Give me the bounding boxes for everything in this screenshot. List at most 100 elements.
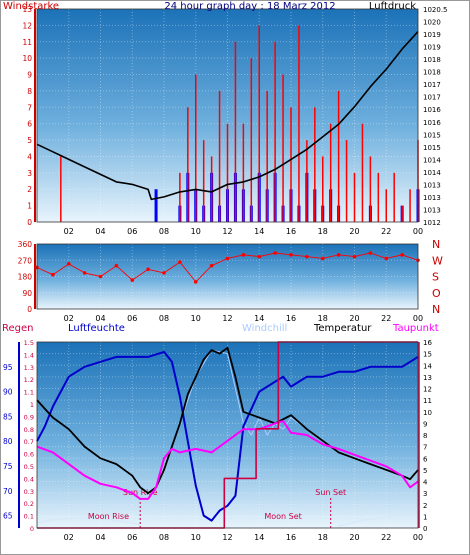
rain-tick-label: 1.1 <box>24 389 34 397</box>
right-tick-label: 1014 <box>423 156 441 164</box>
right-tick-label: 1013 <box>423 194 441 202</box>
compass-label: O <box>432 287 441 300</box>
plot-border <box>36 8 419 223</box>
temperature-tick-label: 7 <box>423 444 427 452</box>
temperature-tick-label: 0 <box>423 525 427 533</box>
plot-border <box>36 243 419 310</box>
right-tick-label: 1018 <box>423 56 441 64</box>
chart-title: 24 hour graph day : 18 Marz 2012 <box>164 1 335 12</box>
temperature-tick-label: 14 <box>423 362 432 370</box>
temperature-tick-label: 13 <box>423 374 432 382</box>
left-tick-label: 12 <box>22 21 32 30</box>
x-tick-label: 20 <box>349 533 359 542</box>
left-tick-label: 0 <box>27 305 32 314</box>
x-tick-label: 08 <box>159 314 169 323</box>
x-tick-label: 12 <box>222 533 232 542</box>
sun-set-label: Sun Set <box>315 488 346 497</box>
rain-tick-label: 0.6 <box>24 451 34 459</box>
rain-tick-label: 0.2 <box>24 500 34 508</box>
x-tick-label: 00 <box>413 227 423 236</box>
rain-tick-label: 0.7 <box>24 438 34 446</box>
moon-path <box>36 517 141 526</box>
compass-label: N <box>432 303 440 316</box>
x-tick-label: 06 <box>127 314 137 323</box>
left-tick-label: 5 <box>27 136 32 145</box>
humidity-tick-label: 70 <box>3 487 13 496</box>
left-tick-label: 180 <box>18 273 33 282</box>
legend-windchill: Windchill <box>242 323 287 334</box>
rain-tick-label: 0.4 <box>24 475 34 483</box>
x-tick-label: 00 <box>413 314 423 323</box>
right-tick-label: 1013 <box>423 181 441 189</box>
right-axis-title: Luftdruck <box>369 1 416 12</box>
right-tick-label: 1014 <box>423 169 441 177</box>
x-tick-label: 14 <box>254 314 264 323</box>
right-tick-label: 1016 <box>423 119 441 127</box>
left-tick-label: 9 <box>27 71 32 80</box>
temperature-humidity-plot-background <box>37 342 418 528</box>
temperature-tick-label: 15 <box>423 351 432 359</box>
x-tick-label: 16 <box>286 533 296 542</box>
right-tick-label: 1018 <box>423 69 441 77</box>
rain-tick-label: 0 <box>30 525 34 533</box>
compass-label: W <box>432 254 443 267</box>
temperature-tick-label: 10 <box>423 409 432 417</box>
right-tick-label: 1017 <box>423 81 441 89</box>
left-tick-label: 90 <box>22 289 32 298</box>
legend-luftfeuchte: Luftfeuchte <box>68 323 125 334</box>
left-tick-label: 11 <box>22 38 32 47</box>
x-tick-label: 18 <box>318 314 328 323</box>
x-tick-label: 04 <box>95 314 105 323</box>
x-tick-label: 10 <box>191 227 201 236</box>
humidity-line <box>36 350 419 522</box>
x-tick-label: 08 <box>159 227 169 236</box>
left-tick-label: 270 <box>18 256 33 265</box>
left-tick-label: 6 <box>27 120 32 129</box>
x-tick-label: 02 <box>64 314 74 323</box>
x-tick-label: 22 <box>381 314 391 323</box>
left-axis-title: Windstarke <box>3 1 59 12</box>
right-tick-label: 1016 <box>423 106 441 114</box>
x-tick-label: 20 <box>349 227 359 236</box>
humidity-tick-label: 80 <box>3 437 13 446</box>
legend-temperatur: Temperatur <box>313 323 372 334</box>
left-tick-label: 7 <box>27 103 32 112</box>
legend-taupunkt: Taupunkt <box>392 323 439 334</box>
x-tick-label: 02 <box>64 227 74 236</box>
temperature-tick-label: 4 <box>423 479 428 487</box>
x-tick-label: 14 <box>254 227 264 236</box>
x-tick-label: 20 <box>349 314 359 323</box>
right-tick-label: 1015 <box>423 144 441 152</box>
rain-tick-label: 0.1 <box>24 513 34 521</box>
x-tick-label: 04 <box>95 227 105 236</box>
moon-set-label: Moon Set <box>264 512 301 521</box>
x-tick-label: 06 <box>127 533 137 542</box>
rain-tick-label: 0.8 <box>24 426 34 434</box>
left-tick-label: 0 <box>27 218 32 227</box>
right-tick-label: 1020 <box>423 19 441 27</box>
left-tick-label: 1 <box>27 202 32 211</box>
x-tick-label: 04 <box>95 533 105 542</box>
rain-line <box>37 341 418 529</box>
x-tick-label: 00 <box>413 533 423 542</box>
x-tick-label: 18 <box>318 227 328 236</box>
x-tick-label: 10 <box>191 533 201 542</box>
rain-tick-label: 1 <box>30 401 34 409</box>
temperature-line <box>36 346 419 495</box>
humidity-tick-label: 85 <box>3 412 13 421</box>
temperature-tick-label: 2 <box>423 502 427 510</box>
left-tick-label: 13 <box>22 5 32 14</box>
x-tick-label: 22 <box>381 227 391 236</box>
rain-tick-label: 1.3 <box>24 364 34 372</box>
rain-tick-label: 0.3 <box>24 488 34 496</box>
left-tick-label: 10 <box>22 54 32 63</box>
right-tick-label: 1013 <box>423 206 441 214</box>
humidity-tick-label: 90 <box>3 388 13 397</box>
x-tick-label: 22 <box>381 533 391 542</box>
temperature-tick-label: 8 <box>423 432 427 440</box>
legend-regen: Regen <box>2 323 34 334</box>
temperature-tick-label: 6 <box>423 455 428 463</box>
sun-path <box>338 515 419 527</box>
left-tick-label: 8 <box>27 87 32 96</box>
